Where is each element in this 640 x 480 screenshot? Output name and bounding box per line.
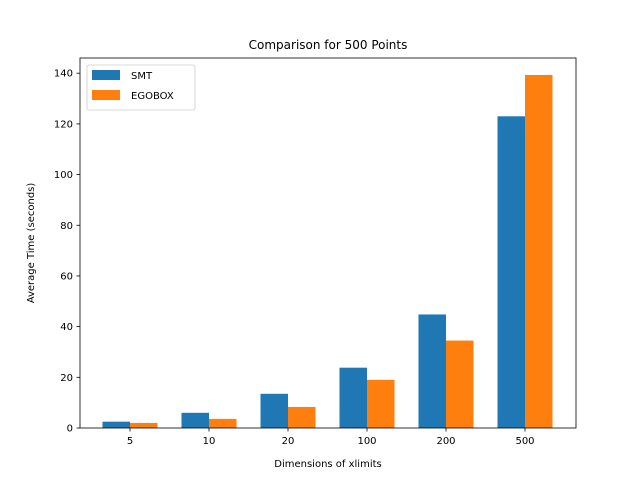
y-axis-label: Average Time (seconds) xyxy=(26,183,37,304)
y-tick-label: 60 xyxy=(60,271,73,282)
bar-smt-10 xyxy=(181,412,209,428)
y-tick-label: 0 xyxy=(67,424,73,435)
legend: SMT EGOBOX xyxy=(86,64,196,111)
x-tick-label: 10 xyxy=(203,436,216,447)
x-tick-label: 5 xyxy=(127,436,133,447)
bar-egobox-500 xyxy=(525,74,553,428)
y-tick-label: 100 xyxy=(54,170,73,181)
bar-egobox-100 xyxy=(367,379,395,428)
chart-title: Comparison for 500 Points xyxy=(249,38,408,52)
bar-smt-100 xyxy=(339,367,367,428)
bar-egobox-20 xyxy=(288,406,316,428)
bar-smt-20 xyxy=(260,393,288,428)
legend-swatch-smt xyxy=(92,70,120,80)
y-tick-label: 40 xyxy=(60,322,73,333)
x-tick-label: 500 xyxy=(515,436,534,447)
bar-smt-200 xyxy=(418,314,446,428)
bar-egobox-5 xyxy=(130,422,158,428)
y-tick-label: 80 xyxy=(60,221,73,232)
y-axis: 0 20 40 60 80 100 120 140 xyxy=(54,69,80,435)
plot-frame xyxy=(79,57,577,429)
legend-label-egobox: EGOBOX xyxy=(131,91,174,102)
y-tick-label: 20 xyxy=(60,373,73,384)
x-tick-label: 20 xyxy=(282,436,295,447)
x-tick-label: 100 xyxy=(357,436,376,447)
bar-smt-500 xyxy=(497,116,525,429)
bar-egobox-10 xyxy=(209,418,237,428)
legend-swatch-egobox xyxy=(92,90,120,100)
x-axis: 5 10 20 100 200 500 xyxy=(127,428,535,447)
bars-group xyxy=(102,74,553,429)
x-axis-label: Dimensions of xlimits xyxy=(274,459,382,470)
x-tick-label: 200 xyxy=(436,436,455,447)
bar-egobox-200 xyxy=(446,340,474,428)
bar-smt-5 xyxy=(102,421,130,428)
y-tick-label: 140 xyxy=(54,69,73,80)
legend-label-smt: SMT xyxy=(131,71,153,82)
y-tick-label: 120 xyxy=(54,119,73,130)
